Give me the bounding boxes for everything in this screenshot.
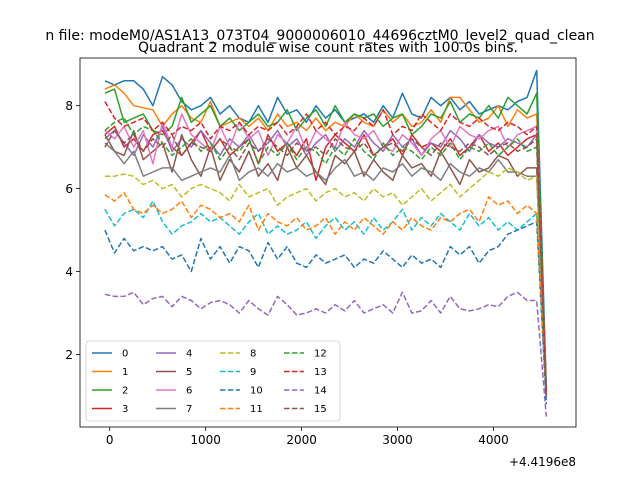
series-line-8 [104, 167, 548, 396]
series-line-2 [104, 88, 548, 392]
legend-box [85, 340, 341, 422]
legend-label-2: 2 [122, 386, 128, 397]
series-line-5 [104, 129, 548, 396]
figure-suptitle: n file: modeM0/AS1A13_073T04_9000006010_… [45, 28, 594, 44]
y-tick-label: 8 [65, 99, 73, 113]
series-line-0 [104, 69, 548, 388]
legend-label-8: 8 [250, 349, 256, 360]
series-line-11 [104, 191, 548, 396]
y-tick-label: 2 [65, 348, 73, 362]
x-tick-label: 3000 [382, 433, 413, 447]
x-tick-label: 1000 [190, 433, 221, 447]
series-line-6 [104, 113, 548, 396]
x-tick-label: 0 [106, 433, 114, 447]
series-line-4 [104, 125, 548, 396]
legend-label-15: 15 [314, 404, 327, 415]
series-line-15 [104, 129, 548, 396]
x-tick-label: 4000 [478, 433, 509, 447]
legend-label-12: 12 [314, 349, 327, 360]
legend-label-10: 10 [250, 386, 263, 397]
series-layer [104, 69, 548, 417]
y-tick-label: 4 [65, 265, 73, 279]
legend-label-3: 3 [122, 404, 128, 415]
legend-label-1: 1 [122, 367, 128, 378]
legend-label-11: 11 [250, 404, 263, 415]
legend-label-13: 13 [314, 367, 327, 378]
series-line-10 [104, 221, 548, 405]
series-line-7 [104, 142, 548, 401]
series-line-3 [104, 125, 548, 396]
legend-label-7: 7 [186, 404, 192, 415]
series-line-14 [104, 291, 548, 417]
legend-label-6: 6 [186, 386, 192, 397]
legend-label-9: 9 [250, 367, 256, 378]
series-line-9 [104, 200, 548, 401]
x-axis-ticks: 0 1000 2000 3000 4000 [106, 427, 509, 447]
chart-title: Quadrant 2 module wise count rates with … [138, 40, 518, 56]
x-tick-label: 2000 [286, 433, 317, 447]
legend-label-4: 4 [186, 349, 192, 360]
series-line-13 [104, 101, 548, 392]
y-axis-ticks: 2 4 6 8 [65, 99, 80, 362]
y-tick-label: 6 [65, 182, 73, 196]
legend-label-5: 5 [186, 367, 192, 378]
legend-label-0: 0 [122, 349, 128, 360]
x-axis-offset-label: +4.4196e8 [509, 455, 576, 469]
legend-label-14: 14 [314, 386, 327, 397]
plot-frame [79, 57, 577, 428]
